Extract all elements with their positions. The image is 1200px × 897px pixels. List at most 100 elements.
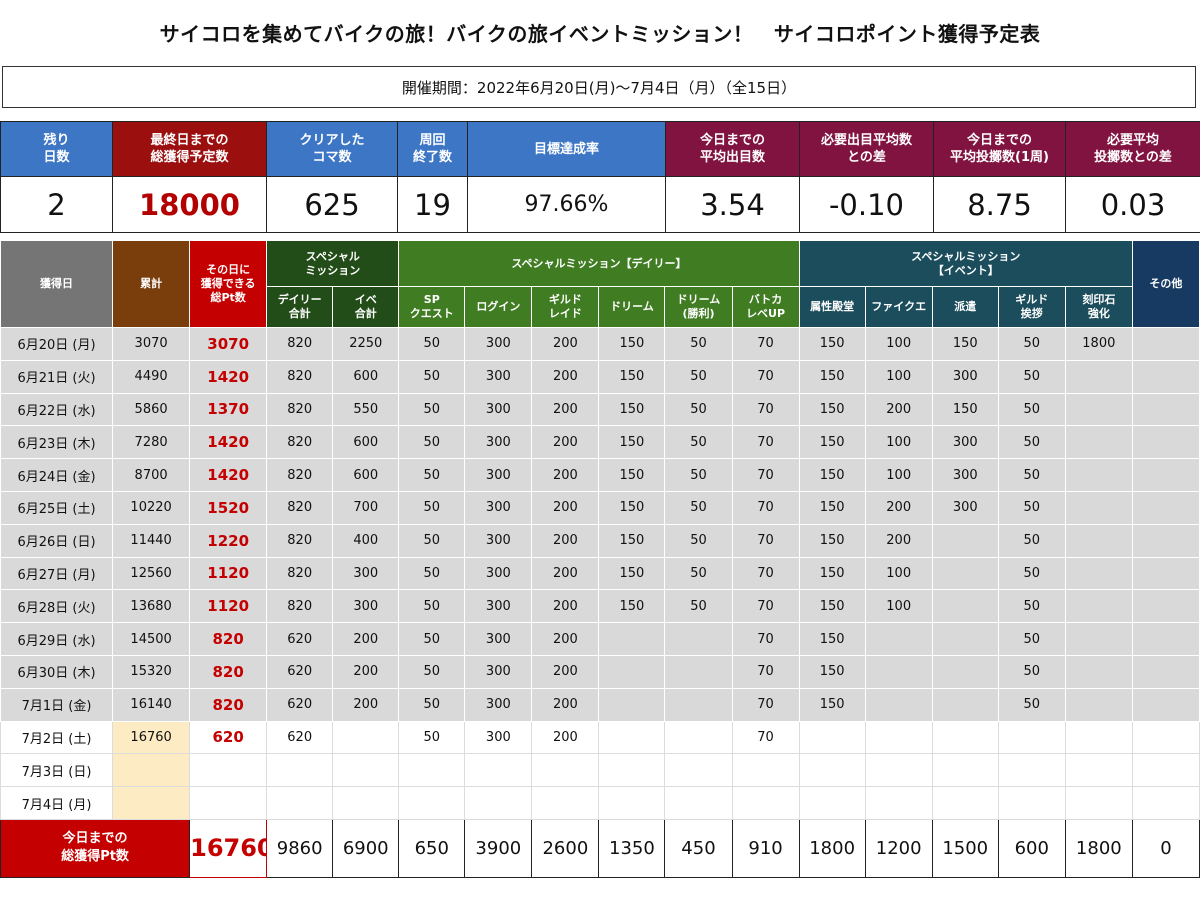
table-cell <box>1131 654 1200 689</box>
table-cell: 200 <box>531 687 600 722</box>
table-cell <box>664 753 733 788</box>
table-cell: 200 <box>864 392 933 427</box>
table-cell: 50 <box>997 523 1066 558</box>
totals-cell: 1800 <box>798 818 866 878</box>
summary-value-row: 2 18000 625 19 97.66% 3.54 -0.10 8.75 0.… <box>0 176 1200 233</box>
table-cell: 300 <box>464 556 533 591</box>
table-cell: 200 <box>332 622 400 656</box>
totals-cell: 600 <box>997 818 1066 878</box>
table-cell: 70 <box>731 523 800 558</box>
daily-total-cell: 1120 <box>189 589 268 624</box>
cumulative-cell: 16140 <box>112 687 191 722</box>
table-cell <box>931 687 999 722</box>
table-cell <box>266 786 334 820</box>
table-cell: 300 <box>332 556 400 591</box>
table-cell: 150 <box>798 327 866 361</box>
table-cell: 50 <box>664 589 733 624</box>
table-cell <box>1064 458 1133 492</box>
summary-header: 最終日までの 総獲得予定数 <box>112 121 267 177</box>
table-cell <box>1131 556 1200 591</box>
table-cell: 50 <box>664 359 733 394</box>
table-cell: 300 <box>464 359 533 394</box>
table-cell: 50 <box>398 490 466 525</box>
table-cell <box>598 786 666 820</box>
date-cell: 6月28日 (火) <box>0 589 114 624</box>
table-cell: 200 <box>864 523 933 558</box>
daily-total-cell: 1420 <box>189 425 268 460</box>
table-cell: 600 <box>332 425 400 460</box>
table-cell <box>1064 786 1133 820</box>
daily-total-cell: 820 <box>189 622 268 656</box>
summary-value: 625 <box>266 176 398 233</box>
table-cell: 150 <box>798 589 866 624</box>
daily-total-cell: 1370 <box>189 392 268 427</box>
table-cell: 100 <box>864 556 933 591</box>
table-cell: 70 <box>731 490 800 525</box>
cumulative-cell <box>112 786 191 820</box>
summary-header: クリアした コマ数 <box>266 121 398 177</box>
table-cell: 150 <box>931 392 999 427</box>
table-cell <box>1131 720 1200 755</box>
table-cell <box>1064 523 1133 558</box>
table-cell: 50 <box>664 392 733 427</box>
table-cell: 50 <box>997 687 1066 722</box>
col-header-sub: ファイクエ <box>864 286 933 328</box>
table-cell: 150 <box>598 392 666 427</box>
table-cell: 400 <box>332 523 400 558</box>
col-header-special: スペシャル ミッション <box>266 240 400 287</box>
table-cell <box>531 753 600 788</box>
table-cell: 50 <box>664 458 733 492</box>
table-cell: 50 <box>398 327 466 361</box>
table-row: 7月2日 (土) 16760 620 620 50 300 200 70 <box>0 720 1200 755</box>
table-cell: 50 <box>664 425 733 460</box>
table-cell: 620 <box>266 720 334 755</box>
table-cell: 70 <box>731 687 800 722</box>
table-cell: 300 <box>332 589 400 624</box>
table-cell <box>531 786 600 820</box>
table-cell: 300 <box>464 687 533 722</box>
table-cell: 50 <box>398 654 466 689</box>
date-cell: 6月20日 (月) <box>0 327 114 361</box>
table-cell: 150 <box>798 687 866 722</box>
table-cell: 300 <box>464 720 533 755</box>
table-cell <box>1064 556 1133 591</box>
table-cell <box>931 786 999 820</box>
table-cell <box>798 720 866 755</box>
header-row-1: 獲得日 累計 その日に 獲得できる 総Pt数 スペシャル ミッション スペシャル… <box>0 240 1200 328</box>
table-cell: 100 <box>864 425 933 460</box>
summary-header: 目標達成率 <box>467 121 666 177</box>
table-cell: 820 <box>266 490 334 525</box>
summary-value: 0.03 <box>1065 176 1200 233</box>
date-cell: 7月1日 (金) <box>0 687 114 722</box>
table-cell: 300 <box>931 490 999 525</box>
table-cell: 200 <box>531 359 600 394</box>
cumulative-cell: 13680 <box>112 589 191 624</box>
table-cell: 50 <box>398 359 466 394</box>
table-cell <box>731 786 800 820</box>
table-cell <box>1131 490 1200 525</box>
table-cell: 200 <box>531 556 600 591</box>
daily-total-cell: 820 <box>189 654 268 689</box>
table-cell: 150 <box>598 425 666 460</box>
table-cell <box>1131 327 1200 361</box>
table-cell: 70 <box>731 556 800 591</box>
table-cell: 150 <box>598 589 666 624</box>
summary-header: 今日までの 平均出目数 <box>665 121 800 177</box>
table-cell: 150 <box>598 523 666 558</box>
table-cell <box>398 753 466 788</box>
date-cell: 7月4日 (月) <box>0 786 114 820</box>
totals-cell: 1350 <box>598 818 666 878</box>
date-cell: 6月26日 (日) <box>0 523 114 558</box>
table-cell <box>1131 425 1200 460</box>
daily-total-cell: 1420 <box>189 359 268 394</box>
table-cell: 600 <box>332 458 400 492</box>
table-cell: 200 <box>332 654 400 689</box>
table-cell: 50 <box>997 425 1066 460</box>
table-cell <box>664 654 733 689</box>
table-cell: 50 <box>398 392 466 427</box>
table-cell: 300 <box>464 654 533 689</box>
table-cell: 550 <box>332 392 400 427</box>
table-cell: 50 <box>398 622 466 656</box>
table-cell: 50 <box>997 392 1066 427</box>
table-cell <box>1064 654 1133 689</box>
